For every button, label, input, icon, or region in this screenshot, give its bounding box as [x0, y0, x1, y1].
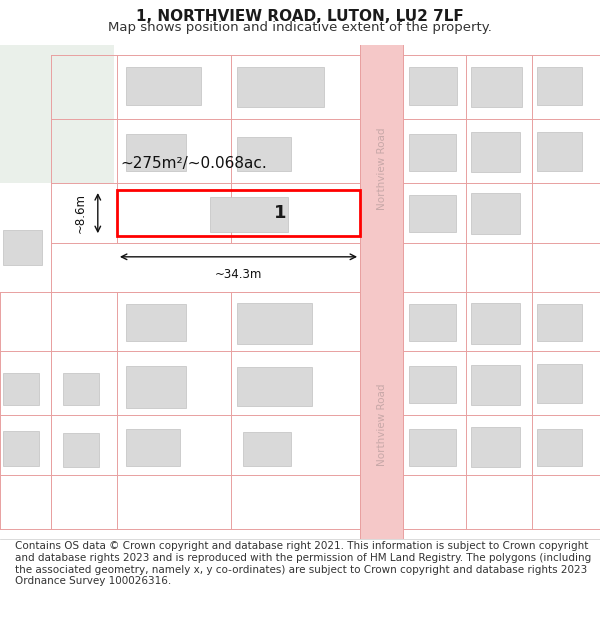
- Bar: [243, 432, 291, 466]
- Bar: [537, 304, 582, 341]
- Bar: [409, 304, 456, 341]
- Bar: [237, 68, 324, 107]
- Bar: [471, 68, 522, 107]
- Text: 1: 1: [274, 204, 286, 222]
- Bar: [471, 193, 520, 234]
- Bar: [126, 134, 186, 171]
- Bar: [409, 134, 456, 171]
- Bar: [409, 68, 457, 105]
- Bar: [126, 366, 186, 408]
- Bar: [537, 364, 582, 403]
- Bar: [360, 45, 403, 292]
- Bar: [0, 45, 114, 183]
- Bar: [63, 432, 99, 467]
- Bar: [3, 431, 39, 466]
- Bar: [237, 138, 291, 171]
- Text: Northview Road: Northview Road: [377, 127, 386, 210]
- Bar: [237, 367, 312, 406]
- Text: ~8.6m: ~8.6m: [74, 193, 87, 233]
- Bar: [126, 68, 201, 105]
- Bar: [126, 304, 186, 341]
- Bar: [237, 303, 312, 344]
- Bar: [471, 132, 520, 173]
- Bar: [537, 429, 582, 466]
- Bar: [537, 132, 582, 171]
- Bar: [360, 292, 403, 539]
- Bar: [3, 373, 39, 406]
- Bar: [409, 194, 456, 232]
- Bar: [210, 197, 288, 232]
- Text: ~275m²/~0.068ac.: ~275m²/~0.068ac.: [120, 156, 267, 171]
- Text: Contains OS data © Crown copyright and database right 2021. This information is : Contains OS data © Crown copyright and d…: [15, 541, 591, 586]
- Bar: [63, 373, 99, 406]
- Bar: [117, 190, 360, 236]
- Bar: [537, 68, 582, 105]
- Text: Map shows position and indicative extent of the property.: Map shows position and indicative extent…: [108, 21, 492, 34]
- Text: ~34.3m: ~34.3m: [215, 268, 262, 281]
- Text: 1, NORTHVIEW ROAD, LUTON, LU2 7LF: 1, NORTHVIEW ROAD, LUTON, LU2 7LF: [136, 9, 464, 24]
- Bar: [471, 303, 520, 344]
- Bar: [409, 366, 456, 403]
- Text: Northview Road: Northview Road: [377, 384, 386, 466]
- Bar: [409, 429, 456, 466]
- Bar: [471, 365, 520, 406]
- Bar: [3, 230, 42, 265]
- Bar: [126, 429, 180, 466]
- Bar: [471, 427, 520, 467]
